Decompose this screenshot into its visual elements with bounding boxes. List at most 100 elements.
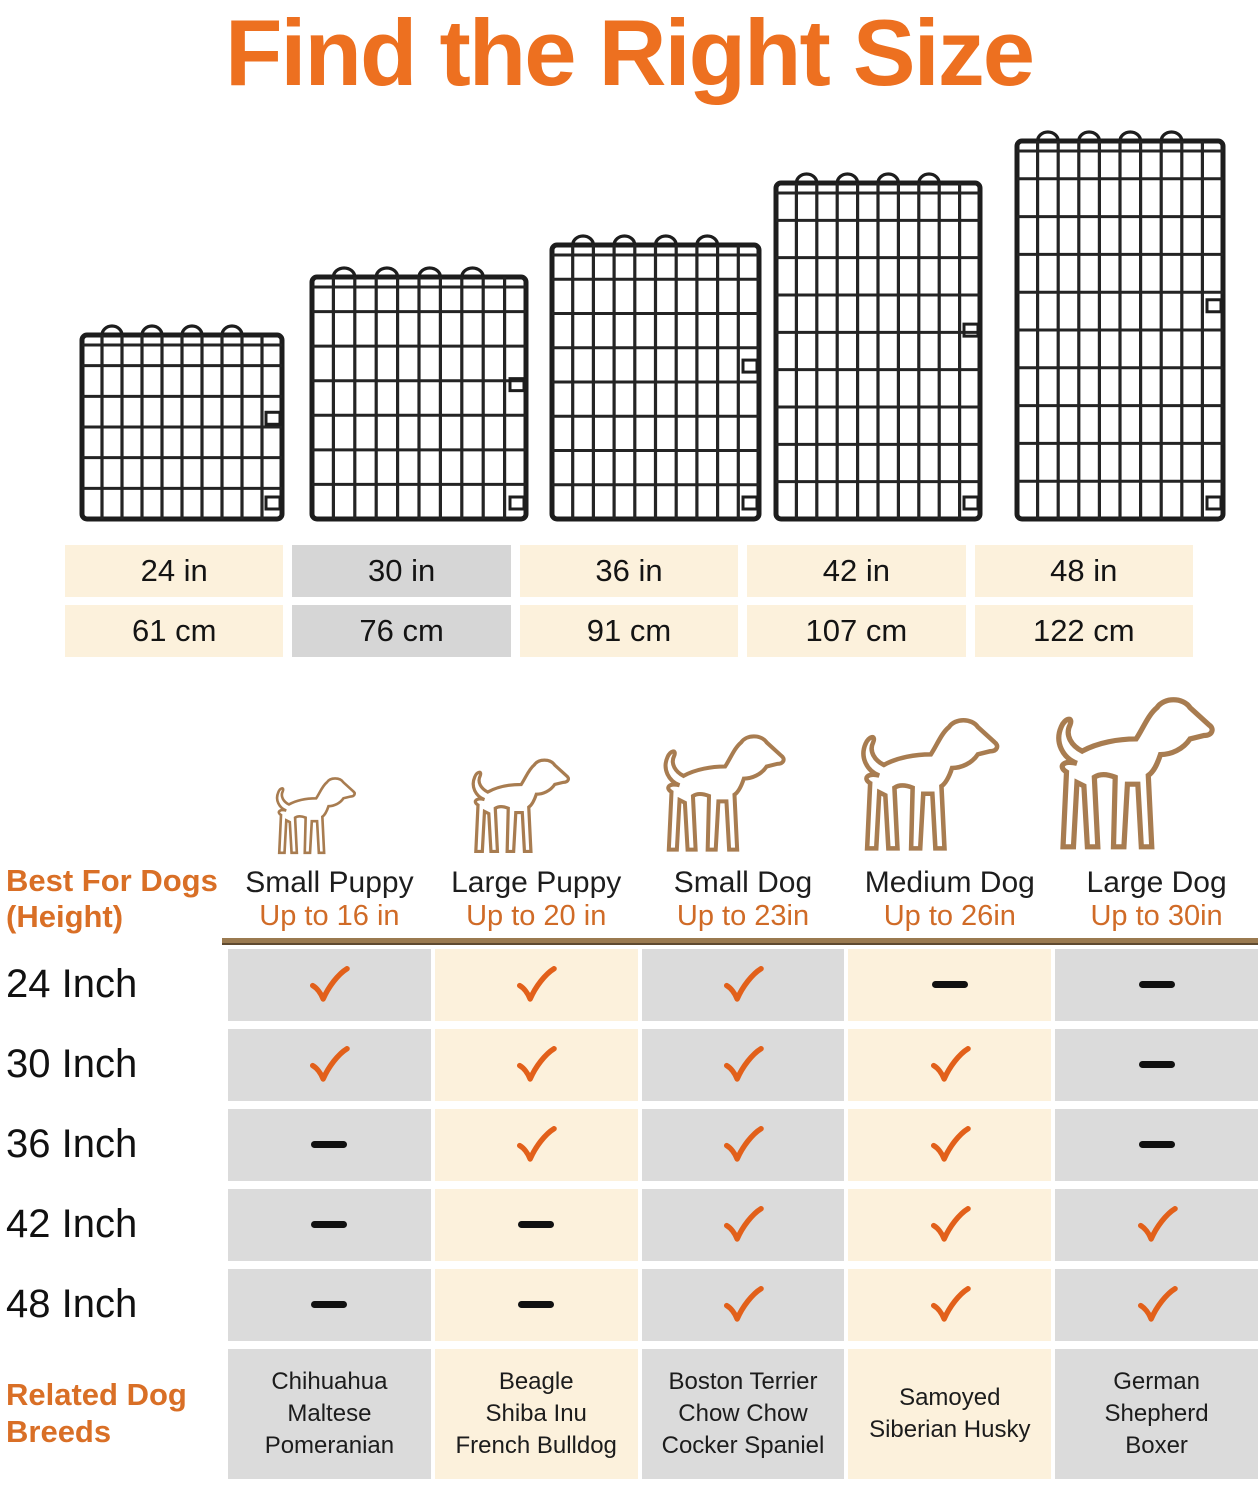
matrix-row-30-inch: 30 Inch [0, 1028, 1258, 1101]
matrix-row-42-inch: 42 Inch [0, 1188, 1258, 1261]
breeds-cell: Boston Terrier Chow Chow Cocker Spaniel [641, 1348, 845, 1479]
medium-dog-outline-icon [855, 707, 1037, 859]
matrix-cell [228, 1028, 431, 1101]
size-cm: 61 cm [65, 604, 284, 657]
size-table: 24 in 30 in 36 in 42 in 48 in 61 cm 76 c… [65, 544, 1193, 657]
size-inches: 42 in [747, 544, 966, 597]
matrix-header-row: Best For Dogs (Height) Small Puppy Up to… [0, 863, 1258, 938]
matrix-cell [228, 1188, 431, 1261]
header-divider-line [222, 937, 1258, 945]
check-icon [723, 965, 764, 1002]
matrix-cell [848, 948, 1052, 1021]
size-cm: 122 cm [974, 604, 1193, 657]
matrix-cell [1055, 1108, 1258, 1181]
dash-icon [311, 1141, 348, 1149]
large-puppy-outline-icon [471, 758, 571, 853]
column-header-small-puppy: Small Puppy Up to 16 in [245, 866, 414, 933]
matrix-row-24-inch: 24 Inch [0, 948, 1258, 1021]
crate-panel-24in-icon [79, 324, 285, 522]
matrix-row-48-inch: 48 Inch [0, 1268, 1258, 1341]
row-label: 42 Inch [6, 1202, 138, 1247]
breeds-cell: Samoyed Siberian Husky [848, 1348, 1052, 1479]
crate-panel-48in-icon [1014, 130, 1226, 522]
size-inches: 48 in [974, 544, 1193, 597]
check-icon [517, 1125, 557, 1162]
column-header-large-puppy: Large Puppy Up to 20 in [451, 866, 622, 933]
crate-panel-36in-icon [549, 234, 762, 522]
size-cm-highlighted: 76 cm [292, 604, 511, 657]
matrix-cell [434, 1268, 638, 1341]
check-icon [930, 1045, 971, 1082]
dash-icon [931, 981, 968, 989]
row-label: 36 Inch [6, 1122, 138, 1167]
related-dog-breeds-label: Related Dog Breeds [6, 1377, 187, 1449]
check-icon [1137, 1285, 1178, 1322]
matrix-cell [641, 1268, 845, 1341]
matrix-cell [434, 1028, 638, 1101]
small-dog-outline-icon [658, 725, 819, 859]
column-header-medium-dog: Medium Dog Up to 26in [864, 866, 1035, 933]
dash-icon [311, 1301, 348, 1309]
matrix-cell [228, 948, 431, 1021]
matrix-cell [228, 1108, 431, 1181]
matrix-cell [848, 1028, 1052, 1101]
check-icon [517, 1045, 557, 1082]
best-for-dogs-label: Best For Dogs (Height) [6, 862, 218, 935]
large-dog-outline-icon [1049, 685, 1258, 859]
check-icon [723, 1285, 764, 1322]
matrix-cell [641, 1028, 845, 1101]
matrix-cell [228, 1268, 431, 1341]
check-icon [930, 1125, 971, 1162]
check-icon [930, 1205, 971, 1242]
crate-panel-30in-icon [309, 266, 529, 522]
matrix-cell [434, 1108, 638, 1181]
dash-icon [518, 1301, 555, 1309]
check-icon [930, 1285, 971, 1322]
row-label: 24 Inch [6, 962, 138, 1007]
related-breeds-row: Related Dog Breeds Chihuahua Maltese Pom… [0, 1348, 1258, 1479]
dash-icon [311, 1221, 348, 1229]
matrix-cell [434, 948, 638, 1021]
small-puppy-outline-icon [276, 776, 357, 854]
size-inches: 24 in [65, 544, 284, 597]
compatibility-matrix: Best For Dogs (Height) Small Puppy Up to… [0, 863, 1258, 1479]
breeds-cell: Chihuahua Maltese Pomeranian [228, 1348, 431, 1479]
row-label: 30 Inch [6, 1042, 138, 1087]
check-icon [723, 1045, 764, 1082]
matrix-cell [848, 1188, 1052, 1261]
check-icon [310, 1045, 351, 1082]
matrix-cell [1055, 1028, 1258, 1101]
check-icon [310, 965, 351, 1002]
dash-icon [518, 1221, 555, 1229]
matrix-cell [1055, 1268, 1258, 1341]
breeds-cell: German Shepherd Boxer [1055, 1348, 1258, 1479]
check-icon [723, 1205, 764, 1242]
dog-silhouettes [222, 673, 1258, 859]
size-cm: 107 cm [747, 604, 966, 657]
matrix-cell [1055, 948, 1258, 1021]
dash-icon [1138, 981, 1175, 989]
size-inches-highlighted: 30 in [292, 544, 511, 597]
breeds-cell: Beagle Shiba Inu French Bulldog [434, 1348, 638, 1479]
size-inches: 36 in [519, 544, 739, 597]
matrix-cell [434, 1188, 638, 1261]
matrix-cell [641, 948, 845, 1021]
check-icon [1137, 1205, 1178, 1242]
matrix-cell [641, 1188, 845, 1261]
size-cm: 91 cm [519, 604, 739, 657]
dash-icon [1138, 1141, 1175, 1149]
dash-icon [1138, 1061, 1175, 1069]
matrix-cell [1055, 1188, 1258, 1261]
check-icon [517, 965, 557, 1002]
column-header-small-dog: Small Dog Up to 23in [673, 866, 813, 933]
check-icon [723, 1125, 764, 1162]
crate-panel-42in-icon [773, 172, 983, 522]
matrix-cell [848, 1108, 1052, 1181]
matrix-row-36-inch: 36 Inch [0, 1108, 1258, 1181]
crate-panels [0, 105, 1258, 523]
matrix-cell [641, 1108, 845, 1181]
page-title: Find the Right Size [225, 0, 1035, 105]
row-label: 48 Inch [6, 1282, 138, 1327]
column-header-large-dog: Large Dog Up to 30in [1086, 866, 1227, 933]
